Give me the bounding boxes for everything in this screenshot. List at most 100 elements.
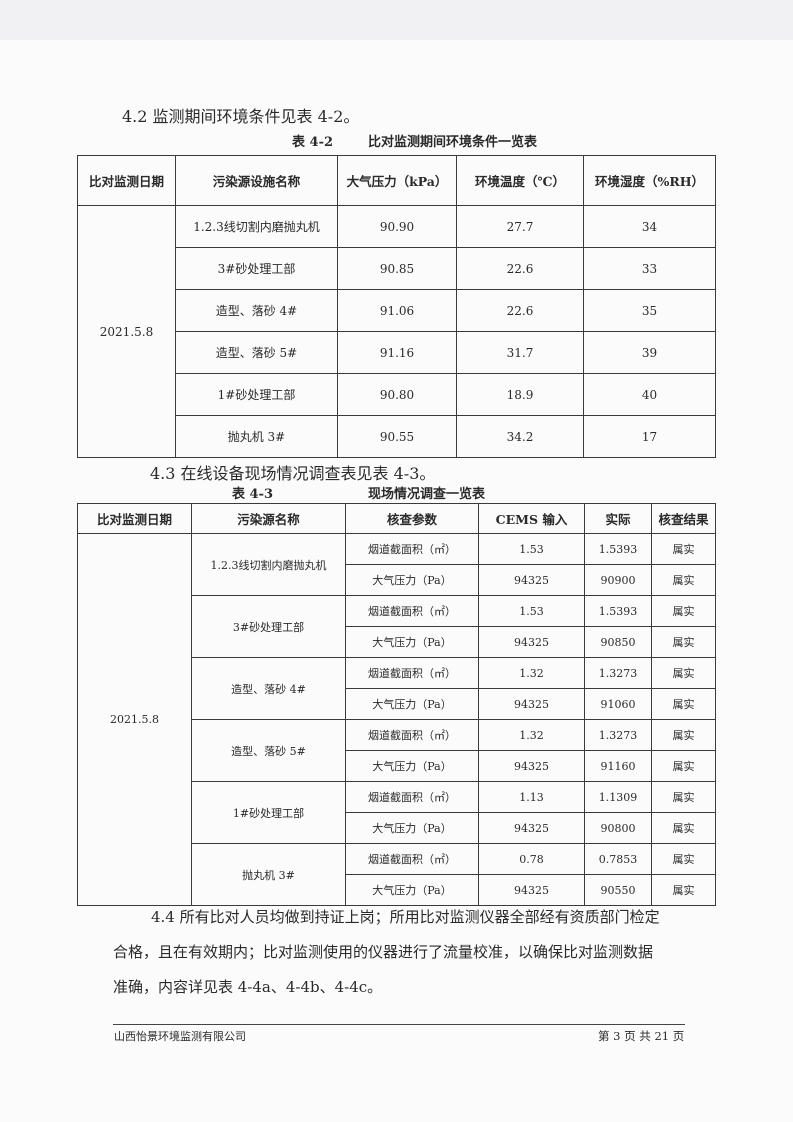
table-row: 2021.5.8 1.2.3线切割内磨抛丸机 90.90 27.7 34 xyxy=(77,205,716,458)
param-cell: 烟道截面积（㎡） xyxy=(345,781,479,813)
footer-company: 山西怡景环境监测有限公司 xyxy=(114,1030,246,1043)
result-cell: 属实 xyxy=(651,688,716,720)
cems-input-cell: 94325 xyxy=(478,626,585,658)
humidity-cell: 35 xyxy=(583,289,716,332)
param-cell: 大气压力（Pa） xyxy=(345,564,479,596)
column-header: 污染源名称 xyxy=(191,503,346,534)
result-cell: 属实 xyxy=(651,812,716,844)
table-row: 抛丸机 3# 90.55 34.2 17 xyxy=(78,415,716,458)
actual-cell: 90850 xyxy=(584,626,652,658)
source-name-cell: 3#砂处理工部 xyxy=(191,595,346,658)
param-cell: 烟道截面积（㎡） xyxy=(345,533,479,565)
actual-cell: 1.3273 xyxy=(584,657,652,689)
table-4-3-caption-title: 现场情况调查一览表 xyxy=(368,487,486,502)
cems-input-cell: 1.32 xyxy=(478,657,585,689)
name-cell: 1#砂处理工部 xyxy=(175,373,338,416)
table-row: 1#砂处理工部 90.80 18.9 40 xyxy=(78,373,716,416)
table-4-2-caption-title: 比对监测期间环境条件一览表 xyxy=(368,135,538,150)
table-4-2: 比对监测日期 污染源设施名称 大气压力（kPa） 环境温度（℃） 环境湿度（%RH） 2… xyxy=(77,155,716,458)
param-cell: 大气压力（Pa） xyxy=(345,812,479,844)
param-cell: 大气压力（Pa） xyxy=(345,626,479,658)
section-4-4-line-1: 4.4 所有比对人员均做到持证上岗；所用比对监测仪器全部经有资质部门检定 xyxy=(151,908,660,926)
pressure-cell: 90.80 xyxy=(337,373,457,416)
table-header-row: 比对监测日期 污染源设施名称 大气压力（kPa） 环境温度（℃） 环境湿度（%RH） xyxy=(77,155,716,206)
table-header-row: 比对监测日期 污染源名称 核查参数 CEMS 输入 实际 核查结果 xyxy=(77,503,716,534)
param-cell: 烟道截面积（㎡） xyxy=(345,843,479,875)
table-row: 大气压力（Pa） 94325 90900 属实 xyxy=(78,564,716,596)
date-cell: 2021.5.8 xyxy=(77,205,176,458)
temp-cell: 22.6 xyxy=(456,247,584,290)
source-name-cell: 1#砂处理工部 xyxy=(191,781,346,844)
actual-cell: 91160 xyxy=(584,750,652,782)
result-cell: 属实 xyxy=(651,750,716,782)
name-cell: 1.2.3线切割内磨抛丸机 xyxy=(175,205,338,248)
table-row: 大气压力（Pa） 94325 90800 属实 xyxy=(78,812,716,844)
source-name-cell: 造型、落砂 4# xyxy=(191,657,346,720)
pressure-cell: 90.90 xyxy=(337,205,457,248)
section-4-4-line-2: 合格，且在有效期内；比对监测使用的仪器进行了流量校准，以确保比对监测数据 xyxy=(113,943,654,961)
footer-page-number: 第 3 页 共 21 页 xyxy=(598,1029,685,1043)
column-header: 比对监测日期 xyxy=(77,155,176,206)
actual-cell: 1.5393 xyxy=(584,533,652,565)
table-row: 抛丸机 3# 烟道截面积（㎡） 0.78 0.7853 属实 xyxy=(78,843,716,906)
source-name-cell: 造型、落砂 5# xyxy=(191,719,346,782)
param-cell: 大气压力（Pa） xyxy=(345,750,479,782)
source-name-cell: 抛丸机 3# xyxy=(191,843,346,906)
column-header: 环境温度（℃） xyxy=(456,155,584,206)
actual-cell: 90800 xyxy=(584,812,652,844)
table-4-3-caption-number: 表 4-3 xyxy=(232,487,274,502)
table-row: 3#砂处理工部 烟道截面积（㎡） 1.53 1.5393 属实 xyxy=(78,595,716,658)
name-cell: 造型、落砂 5# xyxy=(175,331,338,374)
temp-cell: 18.9 xyxy=(456,373,584,416)
table-row: 1#砂处理工部 烟道截面积（㎡） 1.13 1.1309 属实 xyxy=(78,781,716,844)
source-name-cell: 1.2.3线切割内磨抛丸机 xyxy=(191,533,346,596)
result-cell: 属实 xyxy=(651,533,716,565)
actual-cell: 1.3273 xyxy=(584,719,652,751)
cems-input-cell: 94325 xyxy=(478,750,585,782)
result-cell: 属实 xyxy=(651,781,716,813)
cems-input-cell: 94325 xyxy=(478,874,585,906)
result-cell: 属实 xyxy=(651,657,716,689)
table-row: 大气压力（Pa） 94325 90550 属实 xyxy=(78,874,716,906)
humidity-cell: 33 xyxy=(583,247,716,290)
name-cell: 3#砂处理工部 xyxy=(175,247,338,290)
table-row: 2021.5.8 1.2.3线切割内磨抛丸机 烟道截面积（㎡） 1.53 1.5393 属… xyxy=(77,533,716,906)
section-4-2-text: 4.2 监测期间环境条件见表 4-2。 xyxy=(122,107,360,126)
actual-cell: 90550 xyxy=(584,874,652,906)
result-cell: 属实 xyxy=(651,564,716,596)
param-cell: 烟道截面积（㎡） xyxy=(345,595,479,627)
pressure-cell: 91.16 xyxy=(337,331,457,374)
pressure-cell: 90.85 xyxy=(337,247,457,290)
column-header: 实际 xyxy=(584,503,652,534)
humidity-cell: 34 xyxy=(583,205,716,248)
cems-input-cell: 94325 xyxy=(478,564,585,596)
temp-cell: 34.2 xyxy=(456,415,584,458)
footer-divider xyxy=(113,1024,685,1025)
temp-cell: 22.6 xyxy=(456,289,584,332)
temp-cell: 27.7 xyxy=(456,205,584,248)
scan-top-band xyxy=(0,0,793,40)
actual-cell: 1.1309 xyxy=(584,781,652,813)
date-cell: 2021.5.8 xyxy=(77,533,192,906)
humidity-cell: 39 xyxy=(583,331,716,374)
actual-cell: 0.7853 xyxy=(584,843,652,875)
table-row: 造型、落砂 5# 烟道截面积（㎡） 1.32 1.3273 属实 xyxy=(78,719,716,782)
table-row: 造型、落砂 5# 91.16 31.7 39 xyxy=(78,331,716,374)
column-header: 环境湿度（%RH） xyxy=(583,155,716,206)
param-cell: 大气压力（Pa） xyxy=(345,688,479,720)
table-4-2-caption-number: 表 4-2 xyxy=(292,135,334,150)
cems-input-cell: 1.32 xyxy=(478,719,585,751)
param-cell: 烟道截面积（㎡） xyxy=(345,719,479,751)
table-row: 造型、落砂 4# 91.06 22.6 35 xyxy=(78,289,716,332)
column-header: CEMS 输入 xyxy=(478,503,585,534)
actual-cell: 1.5393 xyxy=(584,595,652,627)
pressure-cell: 90.55 xyxy=(337,415,457,458)
param-cell: 大气压力（Pa） xyxy=(345,874,479,906)
result-cell: 属实 xyxy=(651,874,716,906)
result-cell: 属实 xyxy=(651,626,716,658)
param-cell: 烟道截面积（㎡） xyxy=(345,657,479,689)
pressure-cell: 91.06 xyxy=(337,289,457,332)
column-header: 核查参数 xyxy=(345,503,479,534)
cems-input-cell: 0.78 xyxy=(478,843,585,875)
cems-input-cell: 1.13 xyxy=(478,781,585,813)
